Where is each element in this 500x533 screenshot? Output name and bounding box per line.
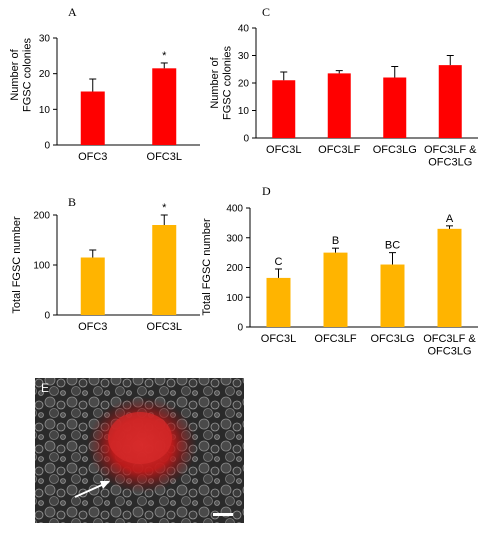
micrograph-e: E [35,378,244,523]
panel-b-y-axis-label: Total FGSC number [11,216,23,314]
panel-b-bar [80,257,105,315]
panel-d-ytick-label: 100 [226,293,243,304]
fluorescent-colony-core [108,412,172,464]
arrow-head-icon [100,481,110,489]
panel-a-bar [152,68,177,145]
panel-a-ytick-label: 10 [39,105,51,116]
panel-d-y-axis-label: Total FGSC number [201,218,213,316]
panel-a-category-label: OFC3 [78,151,107,163]
panel-c-y-axis-label-line: FGSC colonies [221,46,233,120]
panel-letter-d: D [262,184,271,198]
panel-b-significance-label: * [162,202,167,214]
panel-d-category-label-line: OFC3LG [427,346,471,358]
panel-c-chart: 0 10 20 30 40 Number ofFGSC colonies OFC3L OFC3… [209,24,478,169]
panel-d-bar [380,264,405,327]
scale-bar [213,513,233,516]
panel-c-y-axis-label: Number ofFGSC colonies [209,46,234,120]
panel-c-category-label: OFC3LF & OFC3LG [424,144,477,169]
panel-c-category-label: OFC3LG [373,144,417,156]
panel-d-bar [437,228,462,327]
panel-a-category-label: OFC3L [147,151,182,163]
panel-d-category-label: OFC3LG [370,333,414,345]
panel-letter-c: C [262,5,270,19]
panel-a-bar [80,91,105,145]
panel-b-chart: 0 100 200 Total FGSC number OFC3 * OFC3L [11,202,200,333]
panel-c-ytick-label: 20 [238,79,250,90]
panel-d-significance-label: C [275,256,283,268]
panel-d-significance-label: BC [385,240,400,252]
panel-a-ytick-label: 30 [39,34,51,45]
micrograph-label: E [41,381,49,395]
panel-d-ytick-label: 300 [226,233,243,244]
panel-d-bar [266,277,291,327]
panel-a-y-axis-label-line: Number of [9,48,21,100]
panel-a-y-axis-label-line: FGSC colonies [21,38,33,112]
panel-a-ytick-label: 20 [39,69,51,80]
panel-c-category-label-line: OFC3LG [428,157,472,169]
panel-d-significance-label: A [446,213,454,225]
arrow-indicator [74,483,105,498]
panel-d-ytick-label: 200 [226,263,243,274]
panel-d-chart: 0 100 200 300 400 Total FGSC number C OFC3L B OFC… [201,204,478,358]
panel-b-category-label: OFC3 [78,321,107,333]
panel-c-category-label-line: OFC3LF & [424,144,477,156]
panel-b-ytick-label: 200 [33,211,50,222]
panel-d-category-label-line: OFC3LF & [423,333,476,345]
panel-c-y-axis-label-line: Number of [209,56,221,108]
panel-a-significance-label: * [162,50,167,62]
panel-d-category-label: OFC3L [261,333,296,345]
panel-c-category-label: OFC3LF [318,144,360,156]
panel-b-ytick-label: 100 [33,261,50,272]
panel-a-chart: 0 10 20 30 Number ofFGSC colonies OFC3 * OFC3L [9,34,200,163]
panel-c-bar [272,80,296,138]
panel-b-category-label: OFC3L [147,321,182,333]
panel-letter-b: B [68,195,76,209]
panel-c-ytick-label: 40 [238,24,250,35]
panel-d-significance-label: B [332,235,339,247]
panel-d-category-label: OFC3LF & OFC3LG [423,333,476,358]
panel-a-ytick-label: 0 [44,141,50,152]
panel-c-ytick-label: 10 [238,106,250,117]
panel-c-bar [327,73,351,138]
panel-d-ytick-label: 0 [237,323,243,334]
panel-c-bar [438,65,462,138]
panel-a-y-axis-label: Number ofFGSC colonies [9,38,34,112]
panel-d-ytick-label: 400 [226,204,243,215]
panel-c-ytick-label: 30 [238,51,250,62]
panel-b-ytick-label: 0 [44,311,50,322]
panel-c-bar [383,77,407,138]
panel-d-bar [323,252,348,327]
panel-c-category-label: OFC3L [266,144,301,156]
panel-c-ytick-label: 0 [243,134,249,145]
panel-letter-a: A [68,5,77,19]
panel-b-bar [152,225,177,315]
panel-d-category-label: OFC3LF [314,333,356,345]
